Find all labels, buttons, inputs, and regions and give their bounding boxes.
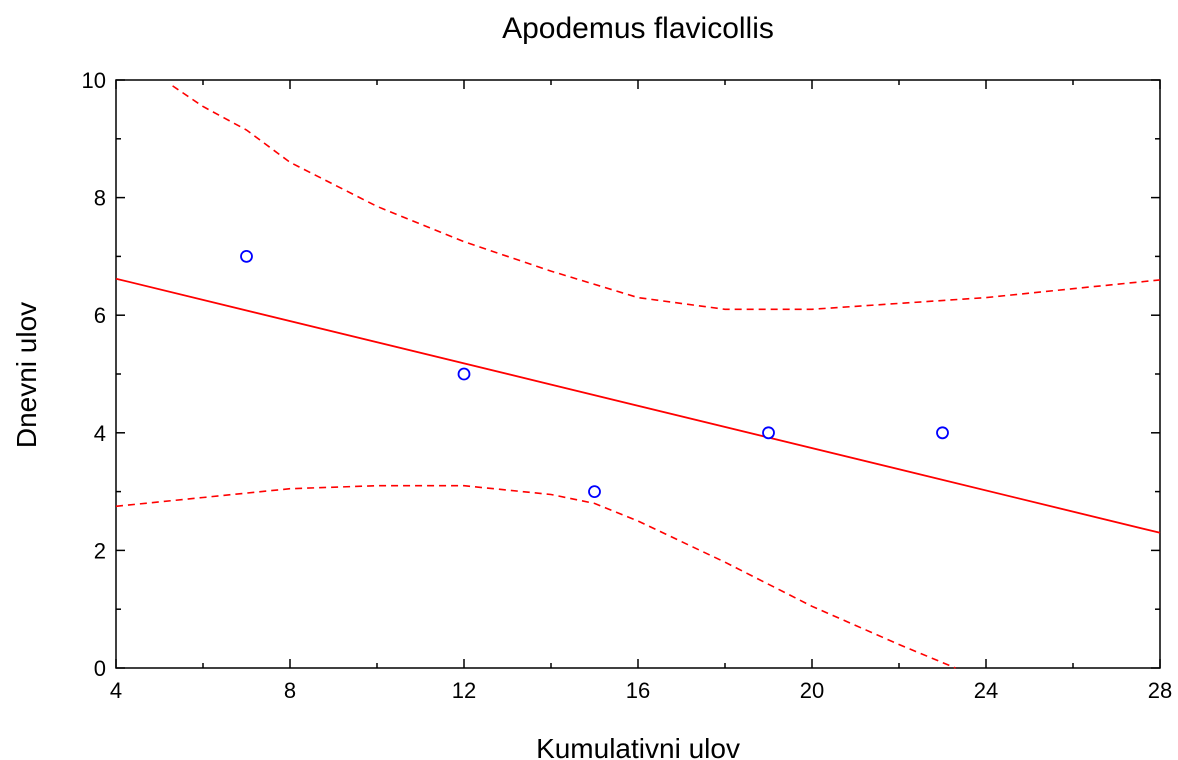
regression-line — [115, 277, 1161, 534]
plot-area-frame — [115, 79, 1161, 669]
data-point — [762, 426, 775, 440]
y-tick-label: 10 — [82, 68, 106, 93]
data-point — [457, 367, 471, 381]
lower-confidence-band — [115, 484, 956, 669]
x-tick-label: 16 — [626, 678, 650, 703]
x-tick-label: 8 — [284, 678, 296, 703]
x-axis: 4 8 12 16 20 24 28 — [110, 80, 1172, 703]
y-axis-title: Dnevni ulov — [11, 302, 42, 448]
y-tick-label: 8 — [94, 186, 106, 211]
data-point — [588, 485, 601, 499]
x-tick-label: 24 — [974, 678, 998, 703]
x-axis-title: Kumulativni ulov — [536, 733, 740, 760]
x-tick-label: 28 — [1148, 678, 1172, 703]
y-tick-label: 6 — [94, 303, 106, 328]
y-axis: 0 2 4 6 8 10 — [82, 68, 1160, 681]
y-tick-label: 2 — [94, 538, 106, 563]
x-tick-label: 4 — [110, 678, 122, 703]
x-tick-label: 20 — [800, 678, 824, 703]
data-point — [936, 426, 949, 440]
chart-title: Apodemus flavicollis — [502, 12, 774, 45]
data-point — [240, 249, 253, 263]
y-tick-label: 0 — [94, 656, 106, 681]
x-tick-label: 12 — [452, 678, 476, 703]
y-tick-label: 4 — [94, 421, 106, 446]
upper-confidence-band — [172, 85, 1161, 311]
plot-series — [115, 85, 1161, 669]
